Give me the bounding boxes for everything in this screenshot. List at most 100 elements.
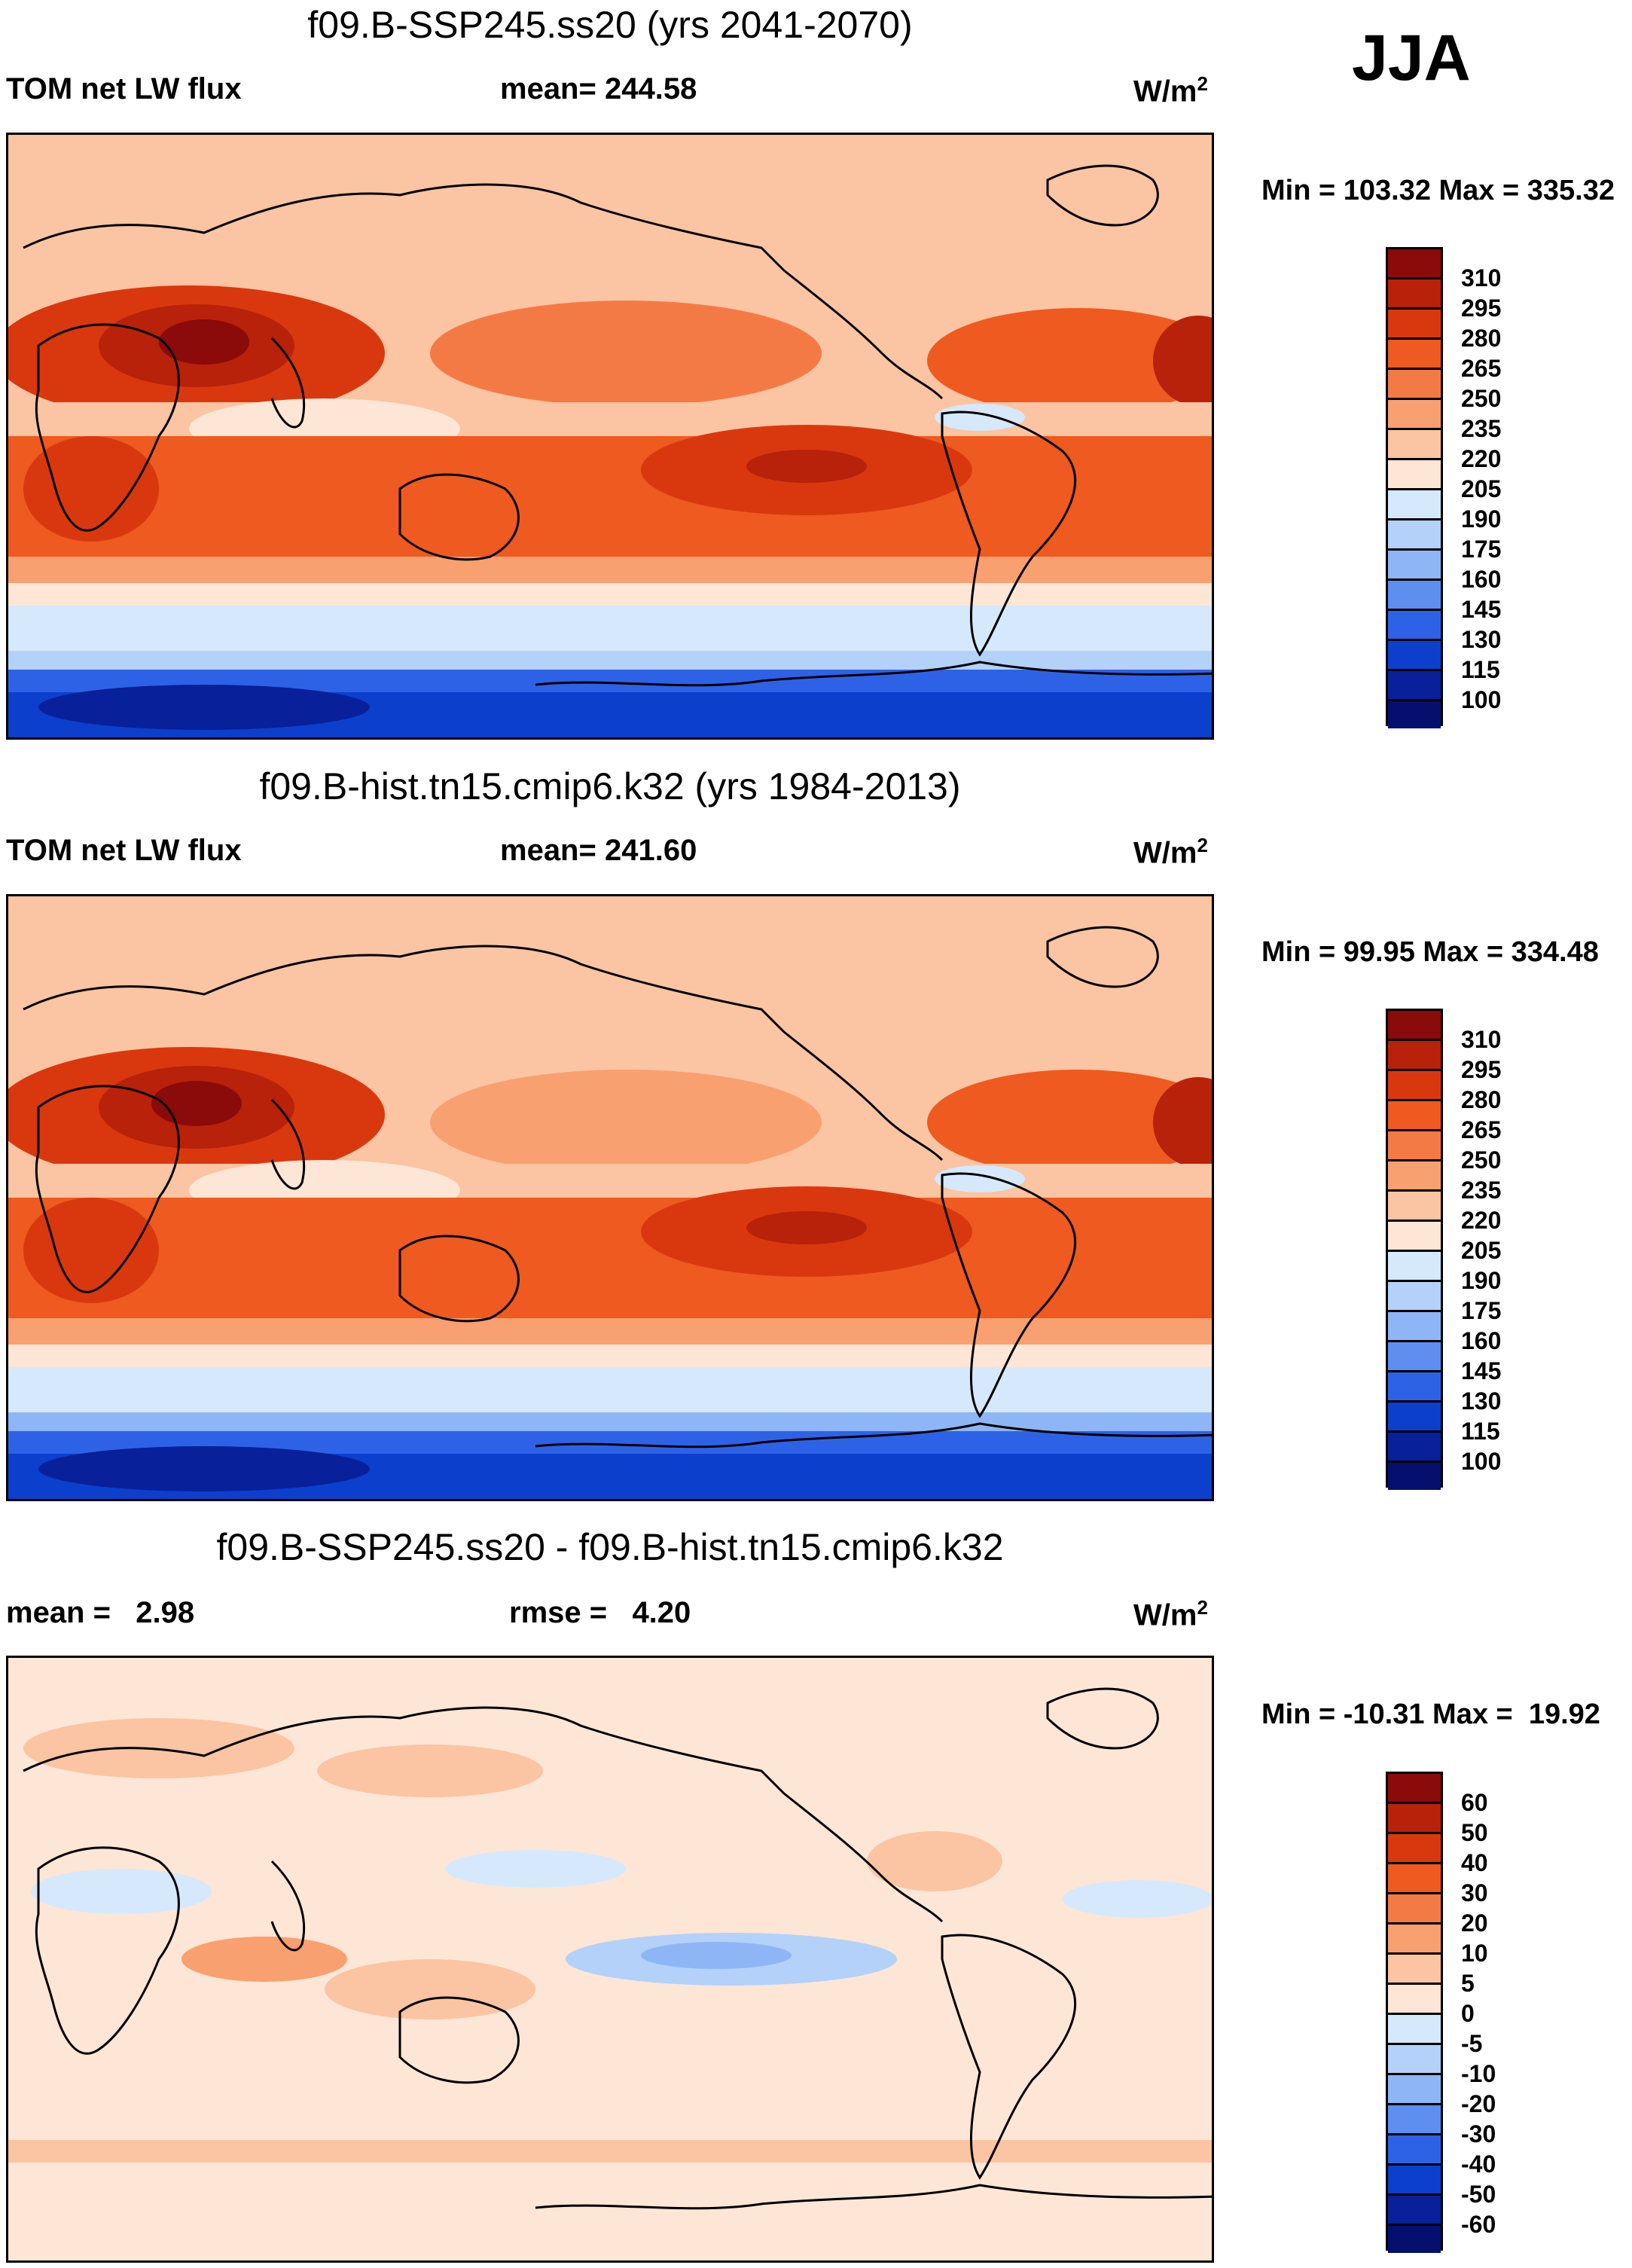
colorbar-box <box>1388 1774 1441 1804</box>
colorbar-tick: 190 <box>1461 505 1502 533</box>
colorbar-box <box>1388 1161 1441 1192</box>
colorbar-box <box>1388 400 1441 430</box>
colorbar-box <box>1388 2226 1441 2253</box>
colorbar-tick: 235 <box>1461 415 1502 442</box>
colorbar-tick: 235 <box>1461 1177 1502 1204</box>
colorbar-box <box>1388 430 1441 460</box>
panel-units: W/m2 <box>1133 834 1208 870</box>
colorbar-box <box>1388 1925 1441 1955</box>
panel-center-label: mean= 241.60 <box>500 834 697 867</box>
panel-title: f09.B-SSP245.ss20 - f09.B-hist.tn15.cmip… <box>216 1526 1004 1568</box>
colorbar-box <box>1388 1372 1441 1403</box>
colorbar-tick: 0 <box>1461 2000 1475 2027</box>
panel-left-label: mean = 2.98 <box>6 1596 195 1629</box>
colorbar-box <box>1388 1985 1441 2015</box>
colorbar-tick: 30 <box>1461 1879 1488 1906</box>
colorbar-tick: 145 <box>1461 1357 1502 1384</box>
colorbar-box <box>1388 641 1441 671</box>
colorbar-tick: -20 <box>1461 2090 1496 2117</box>
colorbar-tick: 310 <box>1461 264 1502 292</box>
panel-left-label: TOM net LW flux <box>6 72 242 105</box>
colorbar <box>1386 1009 1443 1490</box>
colorbar-tick: 115 <box>1461 1418 1500 1445</box>
colorbar-box <box>1388 1101 1441 1131</box>
panel-minmax: Min = 99.95 Max = 334.48 <box>1261 936 1599 968</box>
colorbar-tick: 295 <box>1461 1056 1502 1083</box>
colorbar-box <box>1388 1041 1441 1071</box>
colorbar-tick: -40 <box>1461 2150 1496 2178</box>
colorbar-box <box>1388 520 1441 551</box>
map-panel-hist <box>6 894 1214 1501</box>
colorbar-box <box>1388 2196 1441 2226</box>
panel-minmax: Min = 103.32 Max = 335.32 <box>1261 175 1615 206</box>
colorbar-tick: 190 <box>1461 1267 1502 1294</box>
colorbar-tick: 100 <box>1461 1448 1502 1475</box>
colorbar-tick: 250 <box>1461 1146 1502 1174</box>
colorbar-box <box>1388 671 1441 701</box>
colorbar-box <box>1388 1011 1441 1041</box>
colorbar <box>1386 1772 1443 2253</box>
colorbar-tick: 130 <box>1461 1387 1502 1415</box>
colorbar-box <box>1388 279 1441 310</box>
panel-minmax: Min = -10.31 Max = 19.92 <box>1261 1699 1600 1730</box>
panel-title: f09.B-SSP245.ss20 (yrs 2041-2070) <box>307 4 913 46</box>
panel-units: W/m2 <box>1133 1596 1208 1632</box>
colorbar-tick: 60 <box>1461 1789 1488 1816</box>
colorbar-tick: 160 <box>1461 1327 1502 1354</box>
colorbar-box <box>1388 310 1441 340</box>
colorbar-tick: 280 <box>1461 1086 1502 1113</box>
panel-center-label: rmse = 4.20 <box>509 1596 691 1629</box>
colorbar-tick: 115 <box>1461 656 1500 683</box>
colorbar-tick: 175 <box>1461 536 1502 563</box>
colorbar-box <box>1388 581 1441 611</box>
colorbar-box <box>1388 1312 1441 1342</box>
colorbar-box <box>1388 1282 1441 1312</box>
colorbar-box <box>1388 1071 1441 1101</box>
colorbar-box <box>1388 1463 1441 1490</box>
season-label: JJA <box>1352 22 1471 94</box>
colorbar-box <box>1388 1252 1441 1282</box>
colorbar-box <box>1388 1222 1441 1252</box>
colorbar-tick: -50 <box>1461 2181 1496 2208</box>
colorbar-tick: 100 <box>1461 686 1502 713</box>
colorbar-tick: 295 <box>1461 295 1502 322</box>
colorbar-tick: 220 <box>1461 1207 1502 1234</box>
colorbar-box <box>1388 2045 1441 2075</box>
panel-units: W/m2 <box>1133 72 1208 108</box>
colorbar-tick: 5 <box>1461 1970 1475 1997</box>
colorbar-box <box>1388 1955 1441 1985</box>
colorbar-box <box>1388 370 1441 400</box>
colorbar-box <box>1388 1894 1441 1925</box>
colorbar-box <box>1388 1131 1441 1161</box>
colorbar-box <box>1388 1342 1441 1372</box>
colorbar-box <box>1388 1834 1441 1864</box>
map-panel-difference <box>6 1656 1214 2263</box>
colorbar-box <box>1388 490 1441 520</box>
colorbar-tick: 130 <box>1461 626 1502 653</box>
colorbar-tick: 265 <box>1461 355 1502 382</box>
colorbar-tick: -60 <box>1461 2211 1496 2238</box>
panel-center-label: mean= 244.58 <box>500 72 697 105</box>
colorbar-box <box>1388 2105 1441 2135</box>
colorbar-tick: 20 <box>1461 1909 1488 1937</box>
colorbar-tick: 50 <box>1461 1819 1488 1846</box>
colorbar-tick: 250 <box>1461 385 1502 412</box>
colorbar-box <box>1388 1804 1441 1834</box>
colorbar-box <box>1388 611 1441 641</box>
map-panel-ssp245 <box>6 133 1214 740</box>
colorbar-box <box>1388 2015 1441 2045</box>
colorbar-tick: 145 <box>1461 596 1502 623</box>
colorbar-box <box>1388 1192 1441 1222</box>
colorbar-tick: -5 <box>1461 2030 1483 2057</box>
colorbar-box <box>1388 340 1441 370</box>
colorbar-box <box>1388 460 1441 490</box>
colorbar-box <box>1388 551 1441 581</box>
panel-title: f09.B-hist.tn15.cmip6.k32 (yrs 1984-2013… <box>259 765 961 807</box>
colorbar-tick: 205 <box>1461 1237 1502 1264</box>
colorbar-tick: 175 <box>1461 1297 1502 1324</box>
colorbar-box <box>1388 701 1441 728</box>
colorbar-tick: 280 <box>1461 325 1502 352</box>
colorbar-tick: -30 <box>1461 2120 1496 2147</box>
colorbar-box <box>1388 2135 1441 2166</box>
colorbar-tick: 205 <box>1461 475 1502 502</box>
